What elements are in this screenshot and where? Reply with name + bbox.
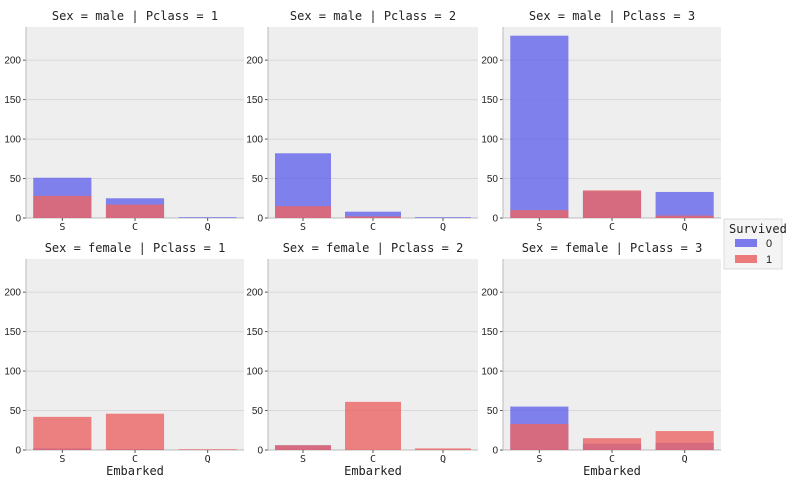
- panel-title: Sex = male | Pclass = 1: [52, 9, 218, 23]
- y-tick-label: 150: [4, 327, 21, 338]
- x-tick-label: C: [370, 454, 376, 465]
- bar-survived-1: [33, 416, 92, 450]
- bar-survived-0: [655, 191, 714, 218]
- legend-label: 1: [766, 254, 772, 266]
- y-tick-label: 0: [257, 446, 263, 457]
- x-tick-label: Q: [440, 454, 446, 465]
- y-tick-label: 100: [481, 367, 498, 378]
- y-tick-label: 0: [257, 214, 263, 225]
- y-tick-label: 0: [492, 446, 498, 457]
- y-tick-label: 50: [487, 174, 499, 185]
- bar-survived-0: [178, 217, 237, 218]
- y-tick-label: 200: [4, 56, 21, 67]
- legend-title: Survived: [729, 222, 787, 236]
- bar-survived-1: [655, 431, 714, 450]
- panel-title: Sex = male | Pclass = 3: [529, 9, 695, 23]
- bar-survived-1: [275, 206, 331, 218]
- x-axis-label: Embarked: [344, 464, 402, 478]
- y-tick-label: 100: [246, 135, 263, 146]
- x-tick-label: Q: [682, 454, 688, 465]
- x-tick-label: C: [609, 454, 615, 465]
- x-tick-label: S: [59, 454, 65, 465]
- panel-title: Sex = female | Pclass = 3: [522, 241, 703, 255]
- bar-survived-0: [415, 217, 471, 218]
- bar-survived-1: [510, 423, 569, 450]
- y-tick-label: 200: [4, 288, 21, 299]
- bar-survived-1: [582, 190, 642, 218]
- x-axis-label: Embarked: [106, 464, 164, 478]
- x-tick-label: S: [536, 222, 542, 233]
- bar-survived-1: [345, 401, 401, 450]
- x-tick-label: Q: [440, 222, 446, 233]
- y-tick-label: 200: [246, 288, 263, 299]
- y-tick-label: 50: [252, 406, 264, 417]
- y-tick-label: 50: [252, 174, 264, 185]
- y-tick-label: 200: [481, 56, 498, 67]
- bar-survived-1: [582, 438, 642, 450]
- bar-survived-1: [415, 448, 471, 450]
- bar-survived-1: [510, 210, 569, 218]
- y-tick-label: 150: [481, 95, 498, 106]
- x-tick-label: C: [609, 222, 615, 233]
- y-tick-label: 50: [487, 406, 499, 417]
- x-tick-label: C: [132, 454, 138, 465]
- bar-survived-0: [510, 35, 569, 218]
- bar-survived-1: [178, 449, 237, 450]
- y-tick-label: 0: [15, 446, 21, 457]
- x-tick-label: C: [132, 222, 138, 233]
- y-tick-label: 200: [481, 288, 498, 299]
- bar-survived-1: [105, 204, 165, 218]
- y-tick-label: 150: [481, 327, 498, 338]
- panel-title: Sex = female | Pclass = 1: [45, 241, 226, 255]
- bar-survived-1: [345, 216, 401, 218]
- x-axis-label: Embarked: [583, 464, 641, 478]
- y-tick-label: 100: [481, 135, 498, 146]
- legend-swatch-1: [735, 255, 757, 263]
- x-tick-label: S: [300, 222, 306, 233]
- legend-label: 0: [766, 238, 772, 250]
- x-tick-label: C: [370, 222, 376, 233]
- x-tick-label: Q: [205, 222, 211, 233]
- y-tick-label: 0: [492, 214, 498, 225]
- x-tick-label: Q: [205, 454, 211, 465]
- y-tick-label: 100: [246, 367, 263, 378]
- y-tick-label: 100: [4, 135, 21, 146]
- y-tick-label: 150: [4, 95, 21, 106]
- x-tick-label: Q: [682, 222, 688, 233]
- bar-survived-1: [275, 445, 331, 450]
- y-tick-label: 100: [4, 367, 21, 378]
- x-tick-label: S: [300, 454, 306, 465]
- panel-title: Sex = male | Pclass = 2: [290, 9, 456, 23]
- bar-survived-1: [105, 413, 165, 450]
- bar-survived-0: [345, 211, 401, 218]
- legend-swatch-0: [735, 239, 757, 247]
- y-tick-label: 50: [10, 406, 22, 417]
- bar-survived-1: [33, 195, 92, 218]
- x-tick-label: S: [536, 454, 542, 465]
- y-tick-label: 200: [246, 56, 263, 67]
- bar-survived-1: [655, 215, 714, 218]
- y-tick-label: 50: [10, 174, 22, 185]
- y-tick-label: 0: [15, 214, 21, 225]
- panel-title: Sex = female | Pclass = 2: [283, 241, 464, 255]
- y-tick-label: 150: [246, 327, 263, 338]
- y-tick-label: 150: [246, 95, 263, 106]
- x-tick-label: S: [59, 222, 65, 233]
